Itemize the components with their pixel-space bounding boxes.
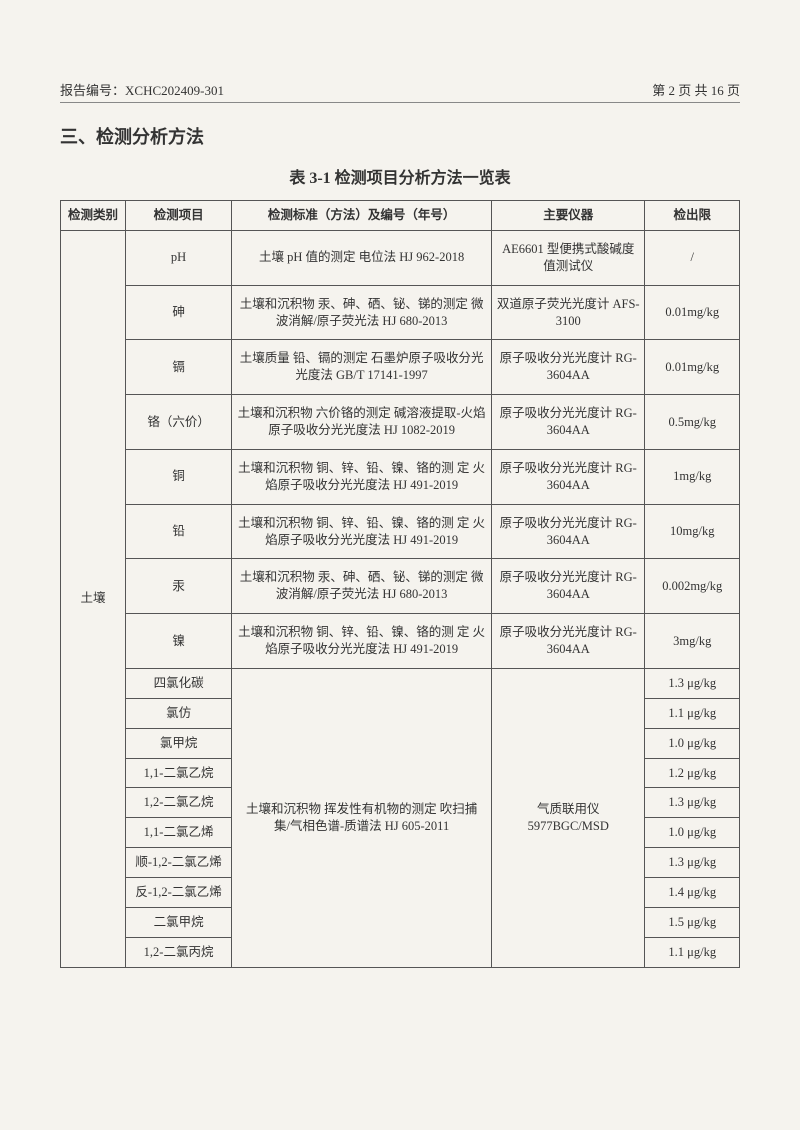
cell-limit: 1.3 μg/kg — [645, 848, 740, 878]
cell-item: 镉 — [125, 340, 231, 395]
report-no-label: 报告编号： — [60, 83, 125, 98]
cell-item: 铅 — [125, 504, 231, 559]
cell-limit: 0.002mg/kg — [645, 559, 740, 614]
cell-method: 土壤和沉积物 铜、锌、铅、镍、铬的测 定 火焰原子吸收分光光度法 HJ 491-… — [232, 449, 492, 504]
cell-item: 1,2-二氯乙烷 — [125, 788, 231, 818]
table-body: 土壤pH土壤 pH 值的测定 电位法 HJ 962-2018AE6601 型便携… — [61, 230, 740, 967]
table-row: 镍土壤和沉积物 铜、锌、铅、镍、铬的测 定 火焰原子吸收分光光度法 HJ 491… — [61, 614, 740, 669]
cell-method: 土壤和沉积物 汞、砷、硒、铋、锑的测定 微波消解/原子荧光法 HJ 680-20… — [232, 559, 492, 614]
cell-item: 四氯化碳 — [125, 668, 231, 698]
table-row: 镉土壤质量 铅、镉的测定 石墨炉原子吸收分光光度法 GB/T 17141-199… — [61, 340, 740, 395]
cell-category: 土壤 — [61, 230, 126, 967]
cell-item: 氯仿 — [125, 698, 231, 728]
cell-instrument: 双道原子荧光光度计 AFS-3100 — [491, 285, 645, 340]
cell-limit: 3mg/kg — [645, 614, 740, 669]
cell-method: 土壤和沉积物 汞、砷、硒、铋、锑的测定 微波消解/原子荧光法 HJ 680-20… — [232, 285, 492, 340]
cell-item: 砷 — [125, 285, 231, 340]
cell-item: 顺-1,2-二氯乙烯 — [125, 848, 231, 878]
col-header-category: 检测类别 — [61, 201, 126, 231]
cell-item: 二氯甲烷 — [125, 907, 231, 937]
col-header-method: 检测标准（方法）及编号（年号） — [232, 201, 492, 231]
cell-method: 土壤和沉积物 铜、锌、铅、镍、铬的测 定 火焰原子吸收分光光度法 HJ 491-… — [232, 504, 492, 559]
cell-item: 1,2-二氯丙烷 — [125, 937, 231, 967]
cell-limit: 1.2 μg/kg — [645, 758, 740, 788]
cell-limit: 1mg/kg — [645, 449, 740, 504]
table-row: 四氯化碳土壤和沉积物 挥发性有机物的测定 吹扫捕集/气相色谱-质谱法 HJ 60… — [61, 668, 740, 698]
cell-item: 反-1,2-二氯乙烯 — [125, 878, 231, 908]
cell-item: 汞 — [125, 559, 231, 614]
table-caption: 表 3-1 检测项目分析方法一览表 — [60, 164, 740, 188]
table-row: 汞土壤和沉积物 汞、砷、硒、铋、锑的测定 微波消解/原子荧光法 HJ 680-2… — [61, 559, 740, 614]
cell-item: 铜 — [125, 449, 231, 504]
cell-method: 土壤质量 铅、镉的测定 石墨炉原子吸收分光光度法 GB/T 17141-1997 — [232, 340, 492, 395]
table-row: 铬（六价）土壤和沉积物 六价铬的测定 碱溶液提取-火焰原子吸收分光光度法 HJ … — [61, 395, 740, 450]
cell-instrument: 原子吸收分光光度计 RG-3604AA — [491, 449, 645, 504]
cell-limit: 1.1 μg/kg — [645, 937, 740, 967]
cell-method: 土壤和沉积物 铜、锌、铅、镍、铬的测 定 火焰原子吸收分光光度法 HJ 491-… — [232, 614, 492, 669]
table-row: 砷土壤和沉积物 汞、砷、硒、铋、锑的测定 微波消解/原子荧光法 HJ 680-2… — [61, 285, 740, 340]
cell-instrument: 原子吸收分光光度计 RG-3604AA — [491, 614, 645, 669]
cell-limit: 0.01mg/kg — [645, 340, 740, 395]
cell-item: 镍 — [125, 614, 231, 669]
cell-limit: 10mg/kg — [645, 504, 740, 559]
cell-method-merged: 土壤和沉积物 挥发性有机物的测定 吹扫捕集/气相色谱-质谱法 HJ 605-20… — [232, 668, 492, 967]
table-row: 铅土壤和沉积物 铜、锌、铅、镍、铬的测 定 火焰原子吸收分光光度法 HJ 491… — [61, 504, 740, 559]
col-header-item: 检测项目 — [125, 201, 231, 231]
cell-instrument-merged: 气质联用仪 5977BGC/MSD — [491, 668, 645, 967]
table-header-row: 检测类别 检测项目 检测标准（方法）及编号（年号） 主要仪器 检出限 — [61, 201, 740, 231]
cell-limit: 1.4 μg/kg — [645, 878, 740, 908]
cell-limit: 1.0 μg/kg — [645, 728, 740, 758]
cell-item: 氯甲烷 — [125, 728, 231, 758]
report-no-value: XCHC202409-301 — [125, 83, 224, 98]
cell-limit: 1.3 μg/kg — [645, 788, 740, 818]
report-number: 报告编号：XCHC202409-301 — [60, 80, 224, 99]
cell-limit: 1.1 μg/kg — [645, 698, 740, 728]
cell-instrument: 原子吸收分光光度计 RG-3604AA — [491, 559, 645, 614]
cell-limit: 1.5 μg/kg — [645, 907, 740, 937]
table-row: 土壤pH土壤 pH 值的测定 电位法 HJ 962-2018AE6601 型便携… — [61, 230, 740, 285]
page-header: 报告编号：XCHC202409-301 第 2 页 共 16 页 — [60, 80, 740, 103]
cell-instrument: AE6601 型便携式酸碱度值测试仪 — [491, 230, 645, 285]
col-header-limit: 检出限 — [645, 201, 740, 231]
cell-limit: 1.3 μg/kg — [645, 668, 740, 698]
cell-limit: 0.5mg/kg — [645, 395, 740, 450]
cell-method: 土壤和沉积物 六价铬的测定 碱溶液提取-火焰原子吸收分光光度法 HJ 1082-… — [232, 395, 492, 450]
cell-limit: / — [645, 230, 740, 285]
cell-instrument: 原子吸收分光光度计 RG-3604AA — [491, 504, 645, 559]
cell-item: 1,1-二氯乙烯 — [125, 818, 231, 848]
cell-item: 铬（六价） — [125, 395, 231, 450]
cell-item: 1,1-二氯乙烷 — [125, 758, 231, 788]
cell-limit: 0.01mg/kg — [645, 285, 740, 340]
cell-instrument: 原子吸收分光光度计 RG-3604AA — [491, 340, 645, 395]
page-indicator: 第 2 页 共 16 页 — [652, 80, 740, 99]
analysis-methods-table: 检测类别 检测项目 检测标准（方法）及编号（年号） 主要仪器 检出限 土壤pH土… — [60, 200, 740, 968]
cell-item: pH — [125, 230, 231, 285]
cell-method: 土壤 pH 值的测定 电位法 HJ 962-2018 — [232, 230, 492, 285]
cell-limit: 1.0 μg/kg — [645, 818, 740, 848]
col-header-instrument: 主要仪器 — [491, 201, 645, 231]
table-row: 铜土壤和沉积物 铜、锌、铅、镍、铬的测 定 火焰原子吸收分光光度法 HJ 491… — [61, 449, 740, 504]
cell-instrument: 原子吸收分光光度计 RG-3604AA — [491, 395, 645, 450]
section-title: 三、检测分析方法 — [60, 123, 740, 149]
